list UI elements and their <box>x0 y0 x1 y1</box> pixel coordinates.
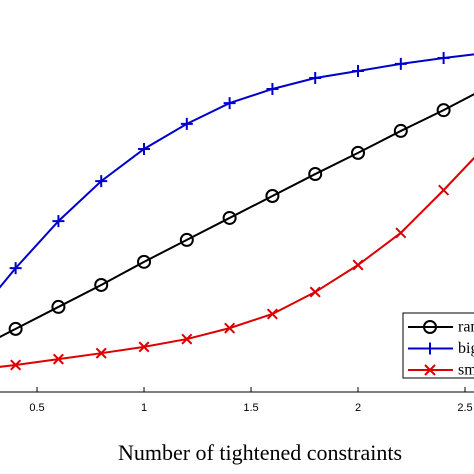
legend-marker <box>424 364 436 376</box>
marker <box>181 333 193 345</box>
marker <box>94 277 109 292</box>
series-line <box>0 93 474 339</box>
marker <box>224 322 236 334</box>
x-tick-label: 1.5 <box>243 402 258 414</box>
marker <box>352 64 365 77</box>
marker <box>137 254 152 269</box>
x-tick-label: 1 <box>141 402 147 414</box>
legend-marker <box>424 342 436 355</box>
marker <box>266 82 279 95</box>
marker <box>10 359 22 371</box>
x-tick-label: 2 <box>355 402 361 414</box>
legend-box <box>402 312 474 379</box>
marker <box>8 321 23 336</box>
marker <box>394 57 407 70</box>
legend: ran big sm <box>402 312 474 379</box>
marker <box>51 299 66 314</box>
marker <box>308 167 323 182</box>
marker <box>95 175 108 188</box>
marker <box>95 347 107 359</box>
plot-area <box>0 52 474 371</box>
legend-label: big <box>458 340 474 357</box>
marker <box>351 145 366 160</box>
marker <box>138 142 151 155</box>
legend-label: sm <box>458 362 474 379</box>
legend-marker <box>423 320 437 334</box>
marker <box>437 52 450 65</box>
marker <box>436 103 451 118</box>
marker <box>222 210 237 225</box>
x-axis-label: Number of tightened constraints <box>118 440 402 465</box>
marker <box>52 353 64 365</box>
marker <box>309 72 322 85</box>
x-tick-label: 2.5 <box>457 402 472 414</box>
x-tick-label: 0.5 <box>29 402 44 414</box>
marker <box>438 184 450 196</box>
marker <box>179 232 194 247</box>
marker <box>309 286 321 298</box>
marker <box>393 123 408 138</box>
marker <box>138 341 150 353</box>
marker <box>265 189 280 203</box>
legend-label: ran <box>458 319 474 336</box>
marker <box>352 259 364 271</box>
marker <box>223 97 236 110</box>
marker <box>180 117 193 130</box>
marker <box>266 308 278 320</box>
marker <box>52 215 65 228</box>
marker <box>395 227 407 239</box>
marker <box>9 262 22 275</box>
